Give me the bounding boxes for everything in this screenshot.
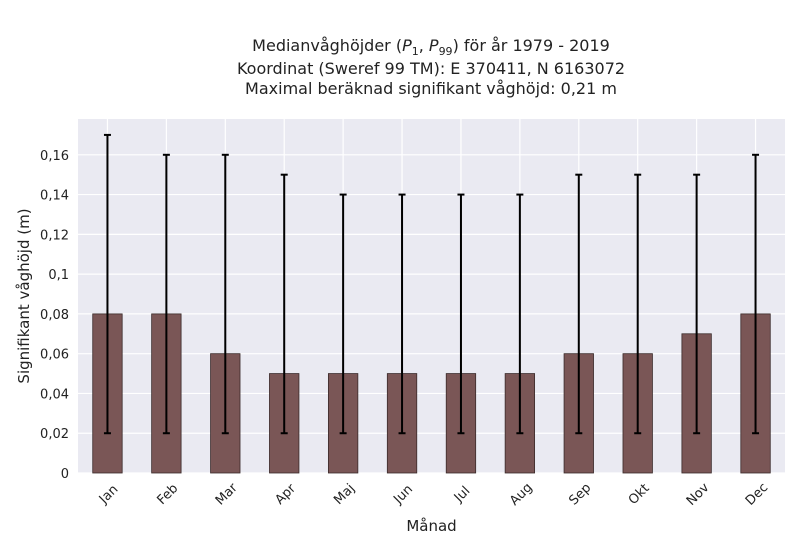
x-tick-label: Jun <box>390 482 416 508</box>
x-tick-label: Mar <box>213 480 241 508</box>
x-tick-label: Jul <box>451 484 473 506</box>
title-prefix: Medianvåghöjder ( <box>252 36 403 55</box>
y-axis-label: Signifikant våghöjd (m) <box>15 208 33 383</box>
x-tick-label: Okt <box>626 481 653 508</box>
plot-area <box>78 119 785 473</box>
y-tick-label: 0,06 <box>40 348 69 363</box>
y-tick-label: 0,04 <box>40 387 69 402</box>
y-axis-ticks: 0 0,02 0,04 0,06 0,08 0,1 0,12 0,14 0,16 <box>40 149 69 482</box>
y-tick-label: 0,1 <box>48 268 69 283</box>
x-tick-label: Nov <box>684 480 713 509</box>
chart-title-line-3: Maximal beräknad signifikant våghöjd: 0,… <box>245 79 617 98</box>
x-tick-label: Feb <box>154 481 181 508</box>
y-tick-label: 0,14 <box>40 189 69 204</box>
y-tick-label: 0,12 <box>40 228 69 243</box>
title-p-low: P <box>402 36 412 55</box>
x-tick-label: Sep <box>566 481 594 509</box>
x-tick-label: Dec <box>743 480 771 508</box>
title-p-high: P <box>428 36 439 55</box>
title-suffix: ) för år 1979 - 2019 <box>452 36 610 55</box>
title-separator: , <box>418 36 429 55</box>
title-p-low-sub: 1 <box>411 45 419 59</box>
y-tick-label: 0,08 <box>40 308 69 323</box>
y-tick-label: 0,16 <box>40 149 69 164</box>
x-axis-label: Månad <box>406 517 456 535</box>
chart-title-line-2: Koordinat (Sweref 99 TM): E 370411, N 61… <box>236 59 626 78</box>
x-tick-label: Aug <box>507 480 536 509</box>
title-p-high-sub: 99 <box>438 45 453 59</box>
y-tick-label: 0 <box>61 467 69 482</box>
x-axis-ticks: Jan Feb Mar Apr Maj Jun Jul Aug Sep Okt Nov Dec <box>96 480 771 509</box>
chart-title-line-1: Medianvåghöjder (P1, P99) för år 1979 - … <box>0 36 800 58</box>
y-tick-label: 0,02 <box>40 427 69 442</box>
x-tick-label: Apr <box>272 481 299 508</box>
error-bars <box>103 133 760 435</box>
x-tick-label: Jan <box>96 482 121 507</box>
x-tick-label: Maj <box>331 481 358 508</box>
